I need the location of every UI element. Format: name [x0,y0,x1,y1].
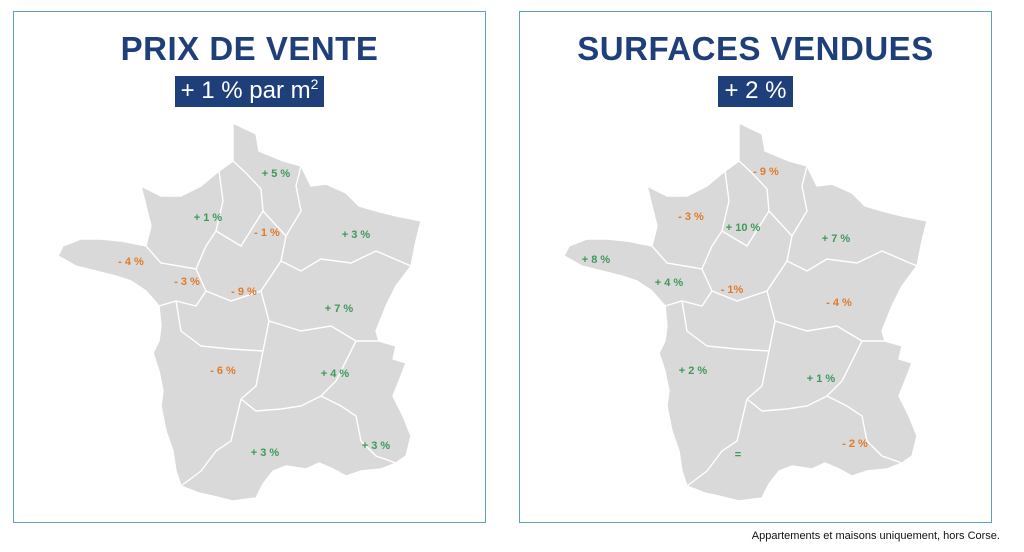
region-border [215,209,287,262]
region-border [791,165,808,237]
subtitle-wrap: + 1 % par m2 [14,76,485,107]
panel-title: SURFACES VENDUES [577,30,934,67]
region-change-label: - 3 % [174,276,200,288]
subtitle-superscript: 2 [310,76,319,92]
region-border [320,340,357,397]
region-border [664,268,713,307]
region-border [158,268,207,307]
region-border [205,260,282,302]
region-border [285,165,302,237]
region-change-label: + 4 % [655,277,684,289]
subtitle-badge: + 1 % par m2 [174,76,325,107]
france-outline [563,122,928,502]
region-border [280,250,412,272]
region-change-label: - 1 % [254,227,280,239]
region-border [826,340,863,397]
region-change-label: - 9 % [231,286,257,298]
region-change-label: = [735,449,741,461]
region-change-label: - 1% [721,284,744,296]
region-change-label: - 4 % [826,297,852,309]
region-change-label: - 9 % [753,166,779,178]
region-border [711,170,730,247]
region-border [240,395,397,464]
region-border [686,398,748,487]
region-border [681,300,770,352]
region-change-label: + 1 % [807,373,836,385]
region-border [232,160,264,212]
region-border [145,245,207,270]
region-border [205,170,224,247]
subtitle-text: + 2 % [724,77,787,104]
region-border [746,395,903,464]
region-border [175,300,264,352]
region-border [774,320,885,342]
region-border [786,250,918,272]
region-change-label: + 1 % [194,212,223,224]
region-change-label: + 10 % [726,222,761,234]
subtitle-wrap: + 2 % [520,76,991,107]
region-border [268,320,379,342]
region-change-label: - 4 % [118,256,144,268]
france-map-surfaces: - 9 % - 3 % + 10 % + 7 % + 8 % + 4 % - 1% - 4 %… [563,122,928,502]
region-border [738,160,770,212]
region-change-label: + 3 % [362,440,391,452]
region-change-label: - 3 % [678,211,704,223]
region-change-label: + 2 % [679,365,708,377]
region-border [721,209,793,262]
region-change-label: - 6 % [210,365,236,377]
subtitle-text: + 1 % par m [180,77,311,104]
region-border [711,260,788,302]
region-change-label: + 3 % [342,229,371,241]
region-change-label: + 3 % [251,447,280,459]
france-map-prix: + 5 % + 1 % - 1 % + 3 % - 4 % - 3 % - 9 % + 7 %… [57,122,422,502]
panel-surfaces-vendues: SURFACES VENDUES + 2 % - 9 % - 3 % + 10 % +… [519,11,992,523]
panel-title: PRIX DE VENTE [120,30,379,67]
region-border [651,245,713,270]
footnote: Appartements et maisons uniquement, hors… [751,530,1000,542]
region-change-label: + 7 % [325,303,354,315]
subtitle-badge: + 2 % [718,76,793,107]
france-outline [57,122,422,502]
region-change-label: + 7 % [822,233,851,245]
region-change-label: + 5 % [262,168,291,180]
region-border [180,398,242,487]
region-change-label: + 4 % [321,368,350,380]
region-change-label: + 8 % [582,254,611,266]
region-change-label: - 2 % [842,438,868,450]
panel-prix-de-vente: PRIX DE VENTE + 1 % par m2 + 5 % + 1 % - 1… [13,11,486,523]
